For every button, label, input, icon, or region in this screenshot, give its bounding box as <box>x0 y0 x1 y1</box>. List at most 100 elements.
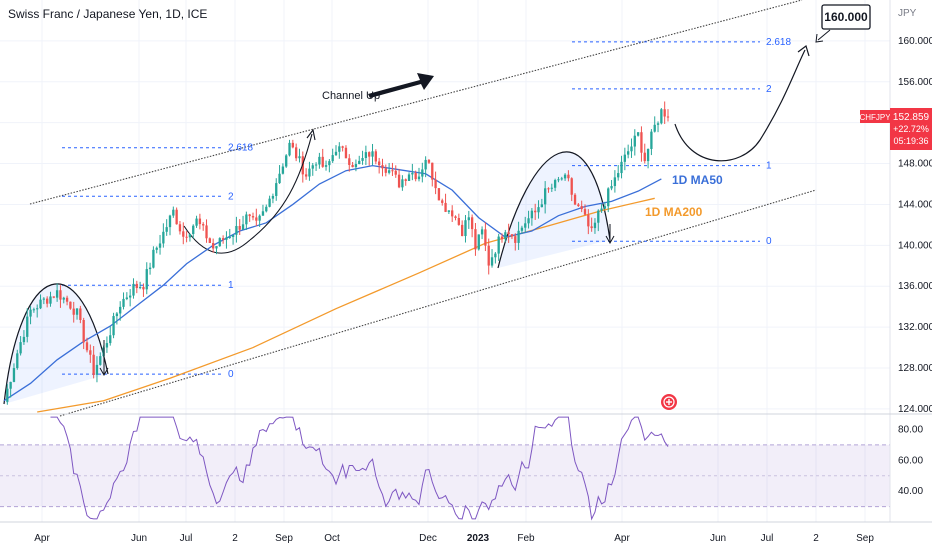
candle-body <box>451 210 454 217</box>
candle-body <box>32 309 36 311</box>
candle-body <box>188 234 192 238</box>
candle-body <box>570 178 573 195</box>
candle-body <box>165 227 168 232</box>
candle-body <box>79 308 82 320</box>
price-axis[interactable]: 160.000156.000152.000148.000144.000140.0… <box>898 36 932 415</box>
candle-body <box>490 257 494 266</box>
candle-body <box>368 152 371 157</box>
candle-body <box>152 249 155 268</box>
candle-body <box>304 174 308 177</box>
fib-label-right: 1 <box>766 161 772 172</box>
candle-body <box>275 183 278 196</box>
fib-label-right: 0 <box>766 236 772 247</box>
candle-body <box>52 296 55 298</box>
time-tick-label: 2 <box>232 533 238 544</box>
candle-body <box>69 301 72 309</box>
time-tick-label: 2023 <box>467 533 490 544</box>
candle-body <box>650 131 653 149</box>
candle-body <box>633 135 636 147</box>
candle-body <box>178 224 182 232</box>
candle-body <box>291 142 295 148</box>
candle-body <box>480 229 484 235</box>
fib-label-left: 1 <box>228 280 234 291</box>
candle-body <box>202 224 205 226</box>
candle-body <box>72 308 75 315</box>
fib-label-right: 2 <box>766 84 772 95</box>
candle-body <box>324 165 328 167</box>
candle-body <box>95 364 99 375</box>
candle-body <box>19 342 22 354</box>
candle-body <box>434 179 437 189</box>
candle-body <box>261 211 265 216</box>
candle-body <box>278 173 281 184</box>
candle-body <box>211 243 215 249</box>
candle-body <box>487 245 490 266</box>
candle-body <box>484 229 487 246</box>
candle-body <box>524 223 527 228</box>
candle-body <box>135 283 138 289</box>
candle-body <box>145 269 148 290</box>
candle-body <box>119 306 122 314</box>
candle-body <box>497 236 500 254</box>
ma50-label: 1D MA50 <box>672 173 723 187</box>
candle-body <box>401 179 404 188</box>
candle-body <box>294 147 298 159</box>
arrow-down-right <box>605 224 615 245</box>
rsi-tick-label: 80.00 <box>898 424 923 435</box>
candle-body <box>636 132 640 136</box>
add-alert-icon[interactable] <box>661 394 677 410</box>
candle-body <box>494 253 497 258</box>
candle-body <box>377 161 381 166</box>
candle-body <box>457 218 461 225</box>
ticker-label: CHFJPY <box>859 113 891 122</box>
target-callout[interactable]: 160.000 <box>821 4 871 30</box>
candle-body <box>603 206 607 209</box>
rsi-axis[interactable]: 80.00 60.00 40.00 <box>898 424 923 497</box>
candle-body <box>547 188 550 190</box>
candle-body <box>55 290 59 298</box>
candle-body <box>341 146 344 148</box>
candle-body <box>89 350 92 355</box>
price-tick-label: 144.000 <box>898 199 932 210</box>
candle-body <box>328 161 331 166</box>
candle-body <box>85 342 89 351</box>
currency-label: JPY <box>898 8 917 19</box>
time-tick-label: Sep <box>856 533 874 544</box>
time-tick-label: Feb <box>517 533 535 544</box>
candle-body <box>464 220 467 237</box>
candle-body <box>172 209 175 216</box>
fib-label-right: 2.618 <box>766 37 791 48</box>
fib-label-left: 0 <box>228 369 234 380</box>
candle-body <box>182 231 185 237</box>
candle-body <box>162 231 165 244</box>
candle-body <box>560 178 563 180</box>
candle-body <box>155 247 158 250</box>
candle-body <box>138 287 142 289</box>
time-axis[interactable]: Apr Jun Jul 2 Sep Oct Dec 2023 Feb Apr Jun Jul 2 Sep <box>34 533 874 544</box>
candle-body <box>348 158 351 165</box>
candle-body <box>514 236 517 243</box>
candle-body <box>9 381 12 389</box>
candle-body <box>504 232 507 240</box>
candle-body <box>225 237 228 240</box>
candle-body <box>626 151 630 155</box>
candle-body <box>248 214 251 217</box>
candle-body <box>198 218 202 225</box>
target-pointer-head <box>815 33 824 43</box>
candle-body <box>344 147 348 159</box>
candle-body <box>208 238 212 244</box>
time-tick-label: Jul <box>180 533 193 544</box>
drawing-arrows <box>99 29 831 377</box>
candle-body <box>361 158 364 161</box>
candle-body <box>417 176 421 180</box>
candle-body <box>215 246 218 249</box>
candle-body <box>407 174 411 181</box>
candle-body <box>394 170 397 175</box>
candle-body <box>265 206 268 212</box>
candle-body <box>414 172 417 180</box>
price-tick-label: 148.000 <box>898 159 932 170</box>
candle-body <box>404 179 407 181</box>
candle-body <box>82 319 85 343</box>
candle-body <box>364 152 368 159</box>
